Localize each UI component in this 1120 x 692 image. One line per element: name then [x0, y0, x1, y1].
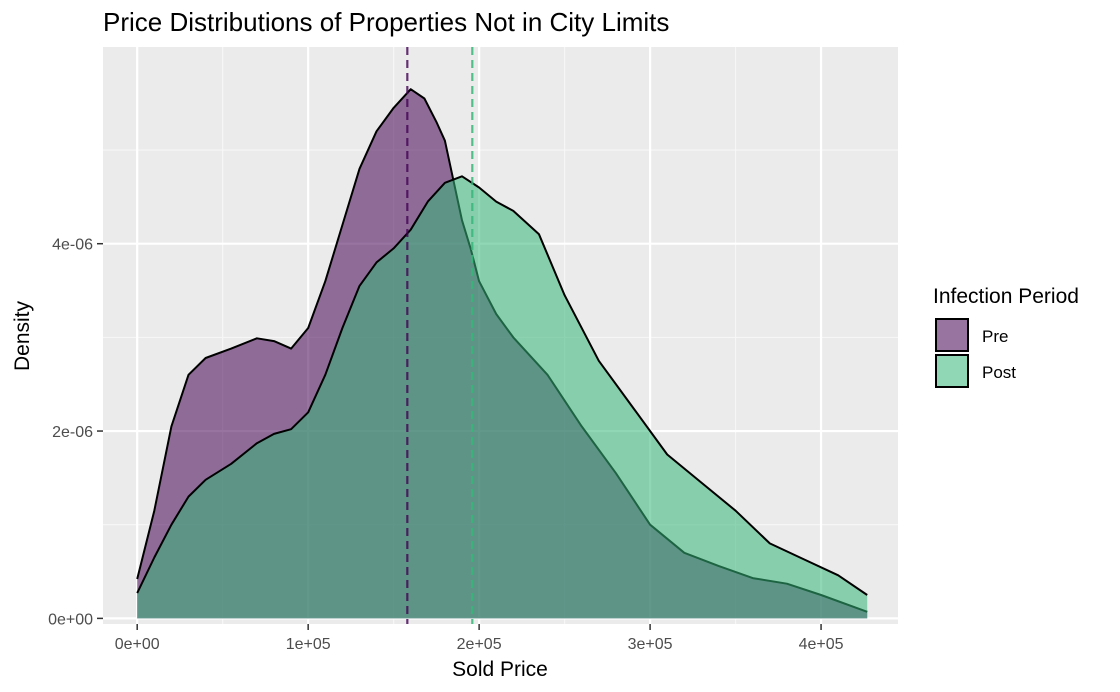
- x-axis: 0e+00 1e+05 2e+05 3e+05 4e+05: [115, 624, 844, 653]
- y-tick-label: 4e-06: [52, 237, 93, 254]
- legend: Infection Period Pre Post: [933, 285, 1079, 388]
- y-axis-label: Density: [11, 300, 34, 371]
- legend-key-post: [935, 354, 969, 388]
- x-axis-label: Sold Price: [452, 658, 548, 681]
- density-areas: [136, 88, 868, 619]
- x-tick-label: 1e+05: [286, 636, 331, 653]
- y-axis: 0e+00 2e-06 4e-06: [48, 237, 103, 628]
- legend-title: Infection Period: [933, 285, 1079, 308]
- chart-title: Price Distributions of Properties Not in…: [103, 7, 669, 37]
- density-area-post: [137, 176, 868, 619]
- x-tick-label: 4e+05: [799, 636, 844, 653]
- density-line-post: [136, 175, 868, 596]
- legend-label-post: Post: [982, 363, 1016, 382]
- x-tick-label: 0e+00: [115, 636, 160, 653]
- legend-label-pre: Pre: [982, 327, 1008, 346]
- x-tick-label: 2e+05: [457, 636, 502, 653]
- x-tick-label: 3e+05: [628, 636, 673, 653]
- mean-lines: [406, 47, 474, 624]
- y-tick-label: 2e-06: [52, 424, 93, 441]
- legend-key-pre: [935, 318, 969, 352]
- y-tick-label: 0e+00: [48, 611, 93, 628]
